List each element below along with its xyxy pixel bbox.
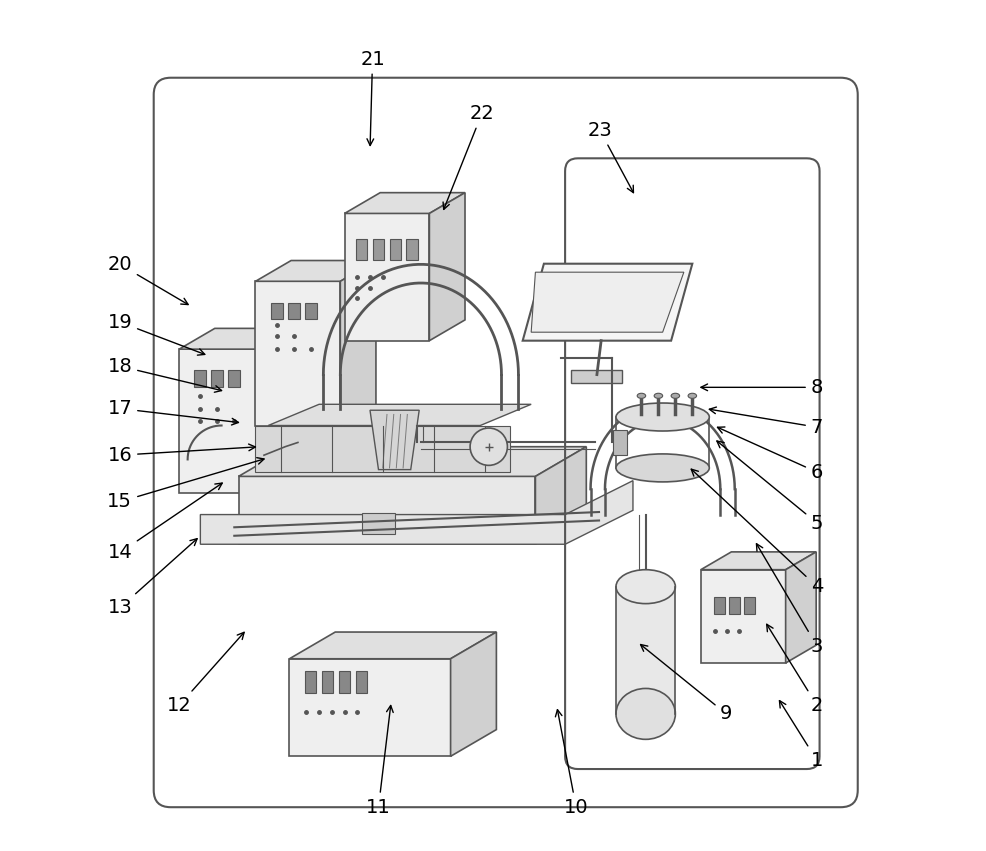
Ellipse shape	[654, 393, 663, 398]
Polygon shape	[786, 552, 816, 663]
Text: 18: 18	[107, 357, 222, 392]
Text: 7: 7	[709, 407, 823, 437]
Polygon shape	[714, 597, 725, 614]
Text: 20: 20	[107, 254, 188, 305]
Polygon shape	[179, 349, 264, 494]
Bar	[362, 513, 395, 534]
Text: 23: 23	[588, 121, 633, 192]
Polygon shape	[701, 552, 816, 569]
Bar	[616, 586, 675, 714]
Polygon shape	[729, 597, 740, 614]
Polygon shape	[531, 272, 684, 332]
Polygon shape	[370, 410, 419, 470]
Text: 21: 21	[360, 49, 385, 146]
Polygon shape	[340, 260, 376, 426]
Polygon shape	[389, 239, 400, 260]
Ellipse shape	[637, 393, 646, 398]
Text: 15: 15	[107, 458, 264, 511]
Polygon shape	[744, 597, 755, 614]
Polygon shape	[290, 659, 451, 757]
Ellipse shape	[616, 688, 675, 740]
Text: 14: 14	[107, 483, 222, 563]
Polygon shape	[255, 426, 510, 472]
Polygon shape	[229, 370, 241, 387]
Text: 17: 17	[107, 399, 239, 425]
Polygon shape	[406, 239, 417, 260]
Ellipse shape	[616, 569, 675, 603]
Bar	[572, 370, 622, 383]
Polygon shape	[344, 192, 465, 214]
Text: 12: 12	[167, 632, 245, 715]
Text: 16: 16	[107, 444, 255, 465]
Polygon shape	[194, 370, 206, 387]
Polygon shape	[255, 260, 376, 282]
Polygon shape	[200, 481, 633, 545]
Polygon shape	[239, 477, 535, 545]
Polygon shape	[356, 239, 367, 260]
Text: 2: 2	[767, 625, 823, 715]
Polygon shape	[338, 671, 350, 693]
Polygon shape	[356, 671, 367, 693]
Polygon shape	[239, 447, 587, 477]
Polygon shape	[321, 671, 332, 693]
Text: 22: 22	[443, 104, 494, 209]
Polygon shape	[451, 632, 496, 757]
Polygon shape	[344, 214, 429, 340]
Text: 4: 4	[691, 469, 823, 597]
Ellipse shape	[616, 454, 709, 482]
Ellipse shape	[688, 393, 696, 398]
Text: 3: 3	[756, 544, 823, 655]
Text: 19: 19	[107, 312, 205, 355]
Polygon shape	[373, 239, 384, 260]
Polygon shape	[305, 302, 317, 319]
Circle shape	[470, 428, 508, 465]
Polygon shape	[523, 264, 692, 340]
Bar	[613, 430, 627, 455]
Ellipse shape	[616, 403, 709, 431]
Text: 6: 6	[718, 427, 823, 482]
Polygon shape	[264, 328, 300, 494]
Polygon shape	[211, 370, 223, 387]
Text: 8: 8	[701, 378, 823, 397]
Text: 1: 1	[780, 700, 823, 770]
Polygon shape	[268, 404, 531, 426]
Polygon shape	[429, 192, 465, 340]
Polygon shape	[288, 302, 300, 319]
Ellipse shape	[671, 393, 679, 398]
Text: 5: 5	[717, 441, 823, 533]
Text: 9: 9	[641, 644, 733, 723]
Polygon shape	[701, 569, 786, 663]
Text: 13: 13	[107, 539, 197, 617]
Polygon shape	[305, 671, 316, 693]
Polygon shape	[290, 632, 496, 659]
Polygon shape	[179, 328, 300, 349]
Text: 11: 11	[366, 705, 393, 817]
Text: 10: 10	[555, 710, 589, 817]
Polygon shape	[271, 302, 283, 319]
Polygon shape	[535, 447, 587, 545]
Polygon shape	[255, 282, 340, 426]
